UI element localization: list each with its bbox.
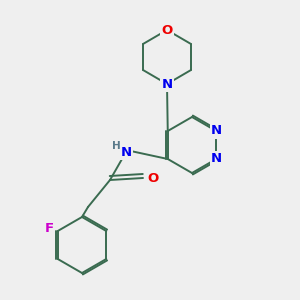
Text: O: O xyxy=(147,172,159,184)
Text: N: N xyxy=(161,77,172,91)
Text: O: O xyxy=(161,23,172,37)
Text: N: N xyxy=(120,146,132,158)
Text: F: F xyxy=(45,223,54,236)
Text: N: N xyxy=(211,152,222,166)
Text: N: N xyxy=(211,124,222,137)
Text: H: H xyxy=(112,141,120,151)
